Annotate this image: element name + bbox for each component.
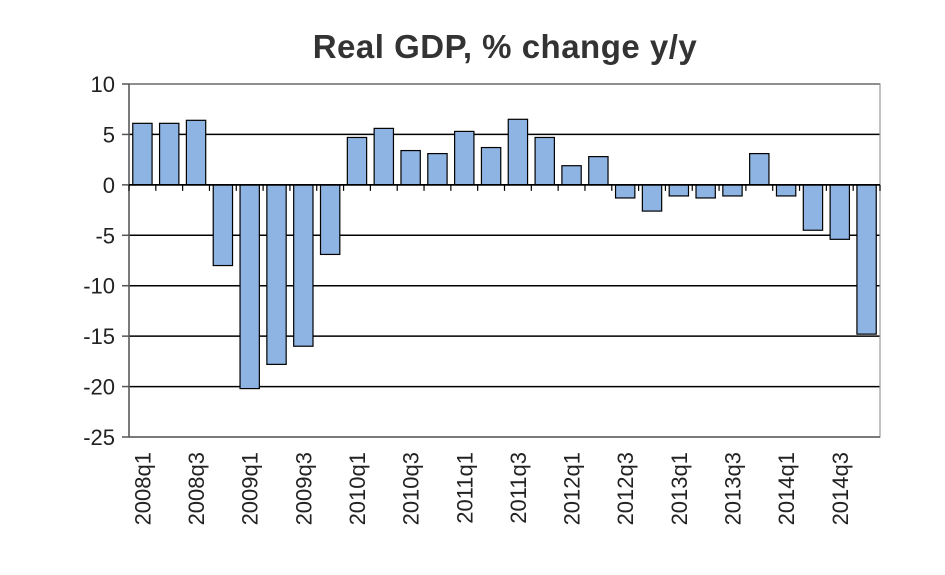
bar-2010q1 [346,136,368,186]
bar-2012q2 [588,156,609,186]
x-tick-label: 2009q3 [291,452,316,525]
bar-2010q2 [373,127,395,186]
y-tick-labels: 10 5 0 -5 -10 -15 -20 -25 [83,72,115,450]
y-tick-label: 5 [103,122,115,147]
bar-2012q1 [561,165,582,186]
y-tick-label: -5 [95,223,115,248]
x-tick-label: 2014q3 [828,452,853,525]
bar-2013q2 [695,184,716,199]
x-tick-label: 2009q1 [238,452,263,525]
bar-2009q4 [319,184,341,256]
chart-title: Real GDP, % change y/y [312,28,698,65]
x-tick-label: 2010q1 [345,452,370,525]
x-tick-label: 2008q1 [130,452,155,525]
bar-2011q2 [480,146,502,186]
bars [132,118,877,390]
x-tick-labels: 2008q1 2008q3 2009q1 2009q3 2010q1 2010q3 2011… [130,452,852,525]
bar-2013q3 [722,184,743,197]
x-tick-label: 2010q3 [399,452,424,525]
bar-2008q4 [212,184,234,267]
bar-2014q2 [802,184,824,231]
y-tick-label: 10 [91,72,115,97]
bar-2008q3 [185,119,207,186]
x-tick-label: 2013q3 [720,452,745,525]
bar-2008q1 [132,122,153,186]
bar-2013q4 [749,152,770,186]
bar-2012q3 [614,184,636,199]
y-tick-label: -15 [83,324,115,349]
bar-2009q2 [266,184,287,365]
x-tick-label: 2011q1 [452,452,477,524]
y-tick-label: -20 [83,375,115,400]
bar-2011q4 [534,136,555,186]
x-tick-label: 2012q3 [613,452,638,525]
x-tick-label: 2012q1 [560,452,585,525]
x-tick-label: 2011q3 [506,452,531,524]
bar-2014q3 [829,184,851,240]
bar-2014q4 [856,184,877,335]
bar-2009q1 [239,184,260,390]
y-tick-label: -25 [83,425,115,450]
bar-2012q4 [641,184,663,212]
bar-2010q3 [400,149,421,186]
bar-2009q3 [293,184,314,347]
bar-2008q2 [158,122,180,186]
axes [122,83,881,438]
x-tick-label: 2013q1 [667,452,692,525]
y-tick-label: 0 [103,173,115,198]
x-tick-label: 2014q1 [774,452,799,525]
x-tick-label: 2008q3 [184,452,209,525]
bar-2010q4 [427,152,448,186]
y-tick-label: -10 [83,274,115,299]
bar-2014q1 [775,184,797,197]
bar-2011q3 [507,118,529,186]
bar-2011q1 [454,130,475,186]
bar-2013q1 [668,184,690,197]
